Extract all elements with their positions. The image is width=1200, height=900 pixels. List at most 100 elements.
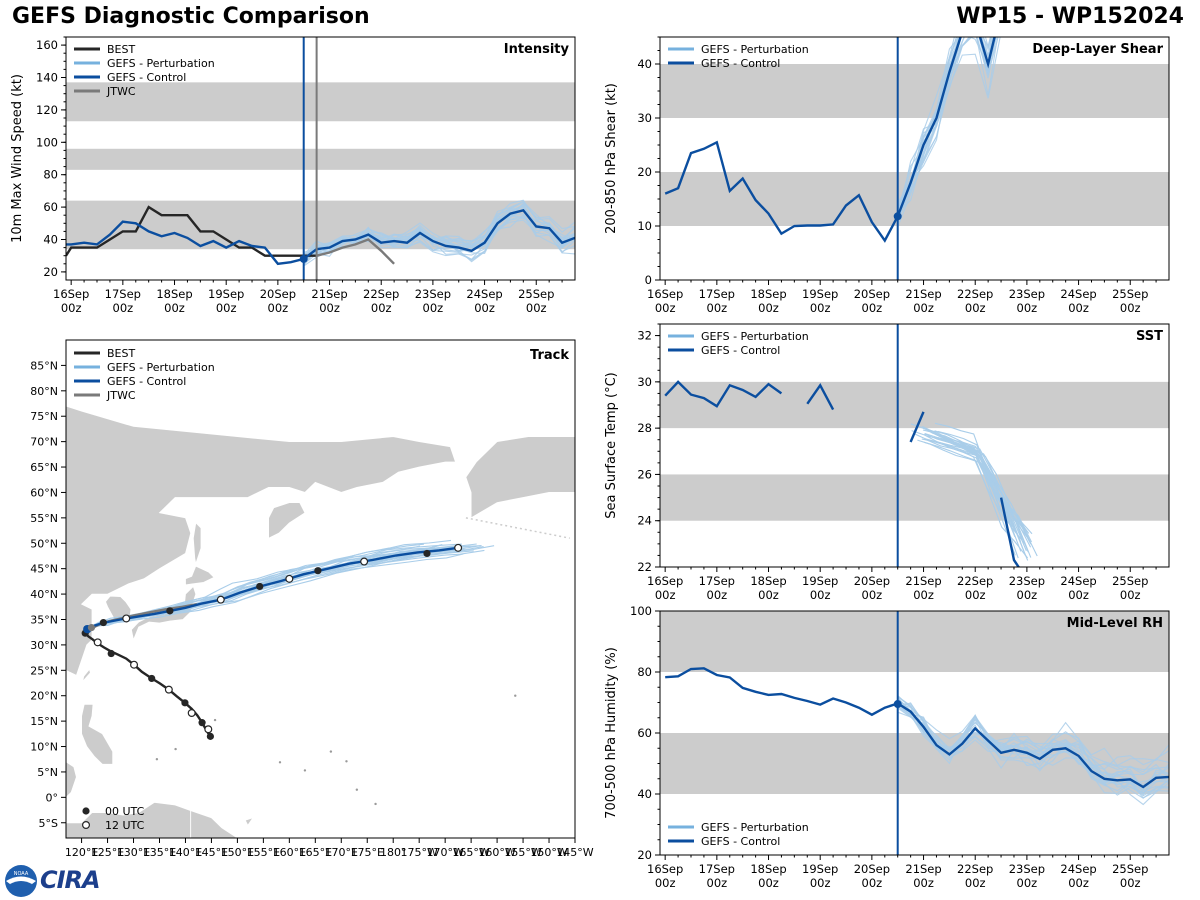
rh-panel: 2040608010016Sep00z17Sep00z18Sep00z19Sep… [604,604,1170,890]
island-9 [374,802,377,806]
rh-ytick-label: 20 [637,848,652,862]
island-5 [303,769,307,772]
shear-init-point [893,212,902,221]
intensity-ytick-label: 20 [43,265,58,279]
shear-xtick-label: 00z [810,301,831,315]
shear-legend-label-0: GEFS - Perturbation [701,43,809,56]
taiwan-land [81,668,91,683]
asia-land [66,340,457,676]
rh-xtick-label: 00z [862,876,883,890]
shear-ytick-label: 20 [637,165,652,179]
track-frame [65,339,576,839]
track-panel: 5°S 0° 5°N 10°N 15°N 20°N 25°N 30°N 35°N 40°N 45°N… [30,339,594,859]
track-lat-label: 10°N [30,741,58,754]
shear-xtick-label: 23Sep [1009,287,1045,301]
intensity-ytick-label: 160 [36,38,58,52]
sst-series-2 [909,411,925,443]
cira-logo: CIRA [40,866,101,894]
intensity-xtick-label: 22Sep [363,287,399,301]
track-lon-label: 125°E [91,846,124,859]
shear-band-0 [660,172,1169,226]
track-lat-label: 25°N [30,664,58,677]
sst-xtick-label: 00z [965,588,986,602]
sst-xtick-label: 00z [1017,588,1038,602]
sst-xtick-label: 00z [655,588,676,602]
track-lat-label: 35°N [30,613,58,626]
ensemble-member-track [87,545,495,630]
shear-xtick-label: 17Sep [699,287,735,301]
island-3 [213,718,217,722]
rh-xtick-label: 24Sep [1060,862,1096,876]
rh-xtick-label: 00z [707,876,728,890]
track-lat-label: 60°N [30,486,58,499]
ensemble-member-line [934,422,1026,533]
sst-plot-area [660,380,1169,567]
sst-xtick-label: 00z [862,588,883,602]
shear-xtick-label: 19Sep [802,287,838,301]
best-point-12utc-2 [164,685,173,694]
track-lat-label: 85°N [30,359,58,372]
control-point-12utc-1 [216,595,225,604]
intensity-title: Intensity [504,42,570,57]
track-lat-label: 75°N [30,410,58,423]
intensity-xtick-label: 24Sep [466,287,502,301]
storm-id-title: WP15 - WP152024 [956,4,1184,29]
best-point-00utc-4 [107,649,115,658]
sst-xtick-label: 00z [758,588,779,602]
track-lon-label: 165°W [452,846,489,859]
track-lat-label: 15°N [30,715,58,728]
best-point-12utc-1 [187,708,196,717]
intensity-xtick-label: 19Sep [208,287,244,301]
rh-ylabel: 700-500 hPa Humidity (%) [604,647,619,819]
track-lon-label: 160°E [273,846,306,859]
shear-xtick-label: 00z [758,301,779,315]
sst-ytick-label: 26 [637,467,652,481]
intensity-xtick-label: 16Sep [53,287,89,301]
best-point-00utc-2 [181,699,189,707]
rh-xtick-label: 00z [758,876,779,890]
sst-ytick-label: 22 [637,560,652,574]
papua-land [190,810,239,838]
intensity-ytick-label: 60 [43,200,58,214]
rh-ytick-label: 100 [630,604,652,618]
track-legend-label-3: JTWC [106,389,136,402]
track-lon-label: 140°E [169,846,202,859]
track-lon-label: 145°E [195,846,228,859]
track-lon-label: 175°W [400,846,437,859]
best-point-12utc-4 [93,638,102,647]
intensity-xtick-label: 23Sep [415,287,451,301]
best-track [84,632,212,738]
control-point-12utc-0 [122,614,131,623]
intensity-ytick-label: 40 [43,233,58,247]
shear-plot-area [660,37,1169,243]
rh-xtick-label: 00z [1017,876,1038,890]
intensity-xtick-label: 25Sep [518,287,554,301]
noaa-logo-text: NOAA [14,871,29,877]
sakhalin-land [192,522,202,566]
sst-xtick-label: 25Sep [1112,574,1148,588]
shear-band-1 [660,64,1169,118]
ensemble-member-line [897,695,1169,792]
ensemble-member-line [897,707,1169,786]
track-lat-label: 20°N [30,690,58,703]
rh-xtick-label: 25Sep [1112,862,1148,876]
intensity-xtick-label: 00z [474,301,495,315]
track-lat-label: 5°S [39,817,58,830]
intensity-ytick-label: 100 [36,135,58,149]
intensity-ytick-label: 140 [36,71,58,85]
shear-ytick-label: 30 [637,111,652,125]
track-legend-label-2: GEFS - Control [107,375,186,388]
aleutian-islands [465,517,570,539]
sst-band-1 [660,381,1169,429]
shear-ylabel: 200-850 hPa Shear (kt) [604,83,619,234]
track-lat-label: 65°N [30,461,58,474]
sst-ytick-label: 24 [637,514,652,528]
control-point-00utc-1 [166,607,174,615]
shear-xtick-label: 20Sep [854,287,890,301]
marker-legend-00utc-label: 00 UTC [105,805,145,818]
jtwc-init-point [87,624,96,632]
intensity-xtick-label: 00z [268,301,289,315]
track-lon-label: 150°W [530,846,567,859]
ensemble-member-line [921,438,1026,545]
shear-title: Deep-Layer Shear [1032,42,1163,57]
